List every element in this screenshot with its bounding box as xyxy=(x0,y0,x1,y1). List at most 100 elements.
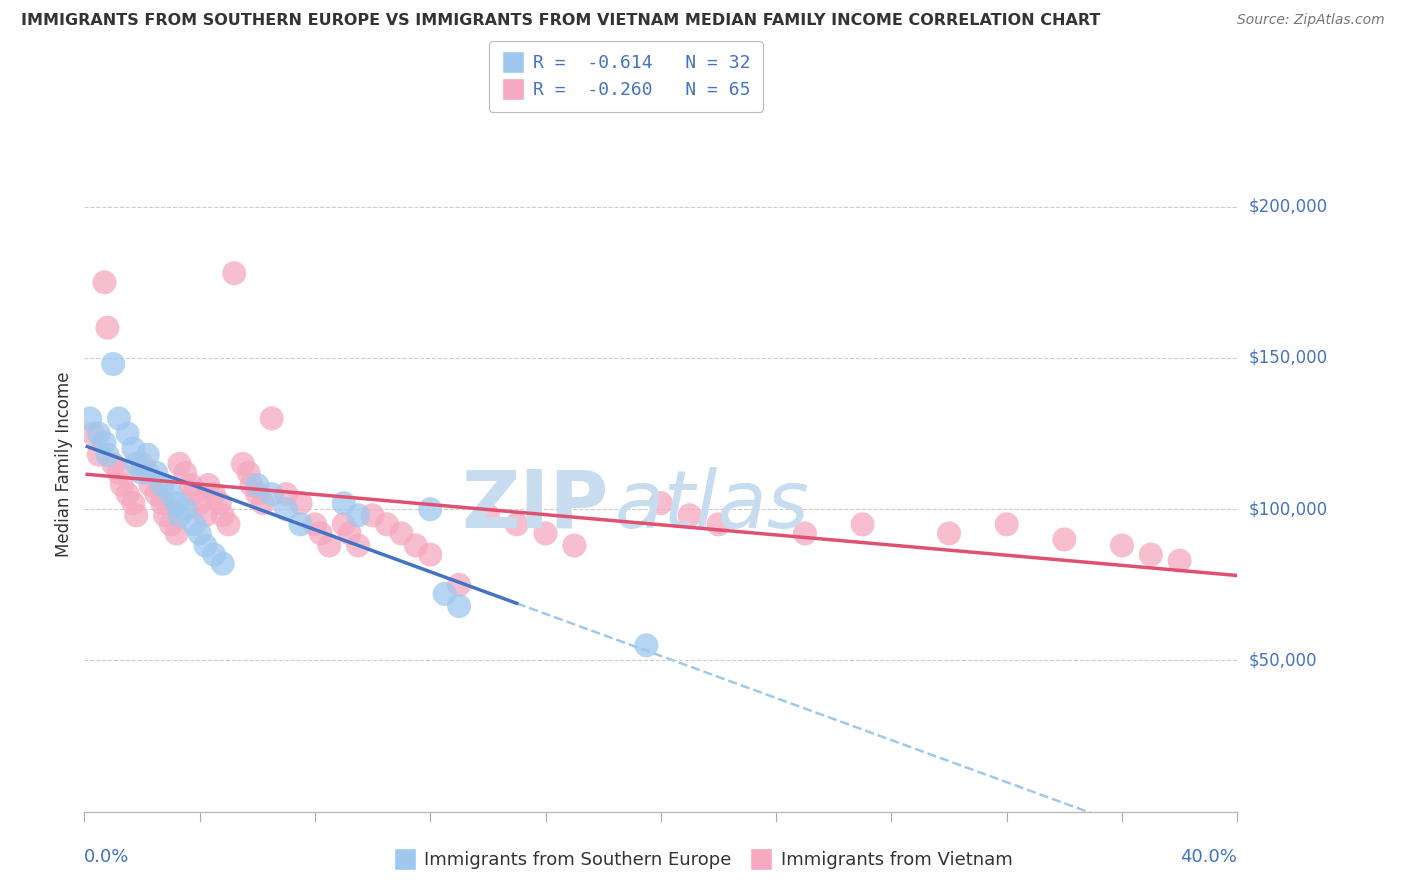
Legend: Immigrants from Southern Europe, Immigrants from Vietnam: Immigrants from Southern Europe, Immigra… xyxy=(385,842,1021,879)
Point xyxy=(160,487,183,501)
Point xyxy=(252,496,274,510)
Point xyxy=(419,548,441,562)
Point xyxy=(108,411,131,425)
Point xyxy=(375,517,398,532)
Point xyxy=(79,411,101,425)
Point xyxy=(290,496,312,510)
Point xyxy=(139,478,162,492)
Point xyxy=(260,411,283,425)
Point xyxy=(174,466,197,480)
Point xyxy=(347,539,370,553)
Point xyxy=(260,487,283,501)
Point xyxy=(276,502,298,516)
Point xyxy=(117,487,139,501)
Point xyxy=(309,526,332,541)
Point xyxy=(103,457,124,471)
Y-axis label: Median Family Income: Median Family Income xyxy=(55,371,73,557)
Point xyxy=(194,539,217,553)
Text: $100,000: $100,000 xyxy=(1249,500,1327,518)
Point xyxy=(136,466,159,480)
Legend: R =  -0.614   N = 32, R =  -0.260   N = 65: R = -0.614 N = 32, R = -0.260 N = 65 xyxy=(489,42,763,112)
Point xyxy=(211,557,233,571)
Point xyxy=(145,487,167,501)
Point xyxy=(276,487,298,501)
Point xyxy=(160,517,183,532)
Point xyxy=(180,478,202,492)
Point xyxy=(96,320,118,334)
Point xyxy=(1111,539,1133,553)
Point xyxy=(290,517,312,532)
Point xyxy=(246,487,269,501)
Point xyxy=(304,517,326,532)
Point xyxy=(125,457,148,471)
Point xyxy=(419,502,441,516)
Point xyxy=(246,478,269,492)
Point xyxy=(150,496,173,510)
Point xyxy=(218,517,240,532)
Point xyxy=(707,517,730,532)
Text: $150,000: $150,000 xyxy=(1249,349,1327,367)
Point xyxy=(534,526,557,541)
Point xyxy=(183,487,205,501)
Point xyxy=(1053,533,1076,547)
Point xyxy=(82,426,104,441)
Point xyxy=(103,357,124,371)
Point xyxy=(188,496,211,510)
Point xyxy=(347,508,370,523)
Point xyxy=(852,517,875,532)
Point xyxy=(174,502,197,516)
Text: IMMIGRANTS FROM SOUTHERN EUROPE VS IMMIGRANTS FROM VIETNAM MEDIAN FAMILY INCOME : IMMIGRANTS FROM SOUTHERN EUROPE VS IMMIG… xyxy=(21,13,1101,29)
Point xyxy=(108,466,131,480)
Point xyxy=(208,496,231,510)
Point xyxy=(122,442,145,456)
Point xyxy=(131,457,153,471)
Text: ZIP: ZIP xyxy=(461,467,609,545)
Point xyxy=(194,508,217,523)
Point xyxy=(995,517,1018,532)
Point xyxy=(333,496,356,510)
Point xyxy=(183,517,205,532)
Point xyxy=(93,435,115,450)
Point xyxy=(564,539,586,553)
Point xyxy=(166,526,188,541)
Point xyxy=(391,526,413,541)
Point xyxy=(153,508,176,523)
Point xyxy=(111,478,134,492)
Point xyxy=(197,478,219,492)
Point xyxy=(405,539,427,553)
Point xyxy=(240,478,263,492)
Point xyxy=(188,526,211,541)
Point xyxy=(232,457,254,471)
Point xyxy=(131,466,153,480)
Point xyxy=(1140,548,1163,562)
Point xyxy=(117,426,139,441)
Point xyxy=(145,466,167,480)
Point xyxy=(650,496,672,510)
Point xyxy=(87,448,110,462)
Point xyxy=(125,508,148,523)
Point xyxy=(169,508,191,523)
Point xyxy=(449,599,471,613)
Point xyxy=(211,508,233,523)
Text: $50,000: $50,000 xyxy=(1249,651,1317,670)
Point xyxy=(150,478,173,492)
Point xyxy=(449,578,471,592)
Text: Source: ZipAtlas.com: Source: ZipAtlas.com xyxy=(1237,13,1385,28)
Point xyxy=(636,638,658,652)
Point xyxy=(333,517,356,532)
Point xyxy=(433,587,456,601)
Point xyxy=(339,526,361,541)
Point xyxy=(202,548,225,562)
Point xyxy=(166,496,188,510)
Point xyxy=(202,487,225,501)
Point xyxy=(1168,554,1191,568)
Point xyxy=(679,508,702,523)
Point xyxy=(794,526,817,541)
Point xyxy=(506,517,529,532)
Point xyxy=(361,508,384,523)
Point xyxy=(477,508,499,523)
Text: atlas: atlas xyxy=(614,467,810,545)
Point xyxy=(93,276,115,290)
Point xyxy=(938,526,960,541)
Point xyxy=(224,266,246,280)
